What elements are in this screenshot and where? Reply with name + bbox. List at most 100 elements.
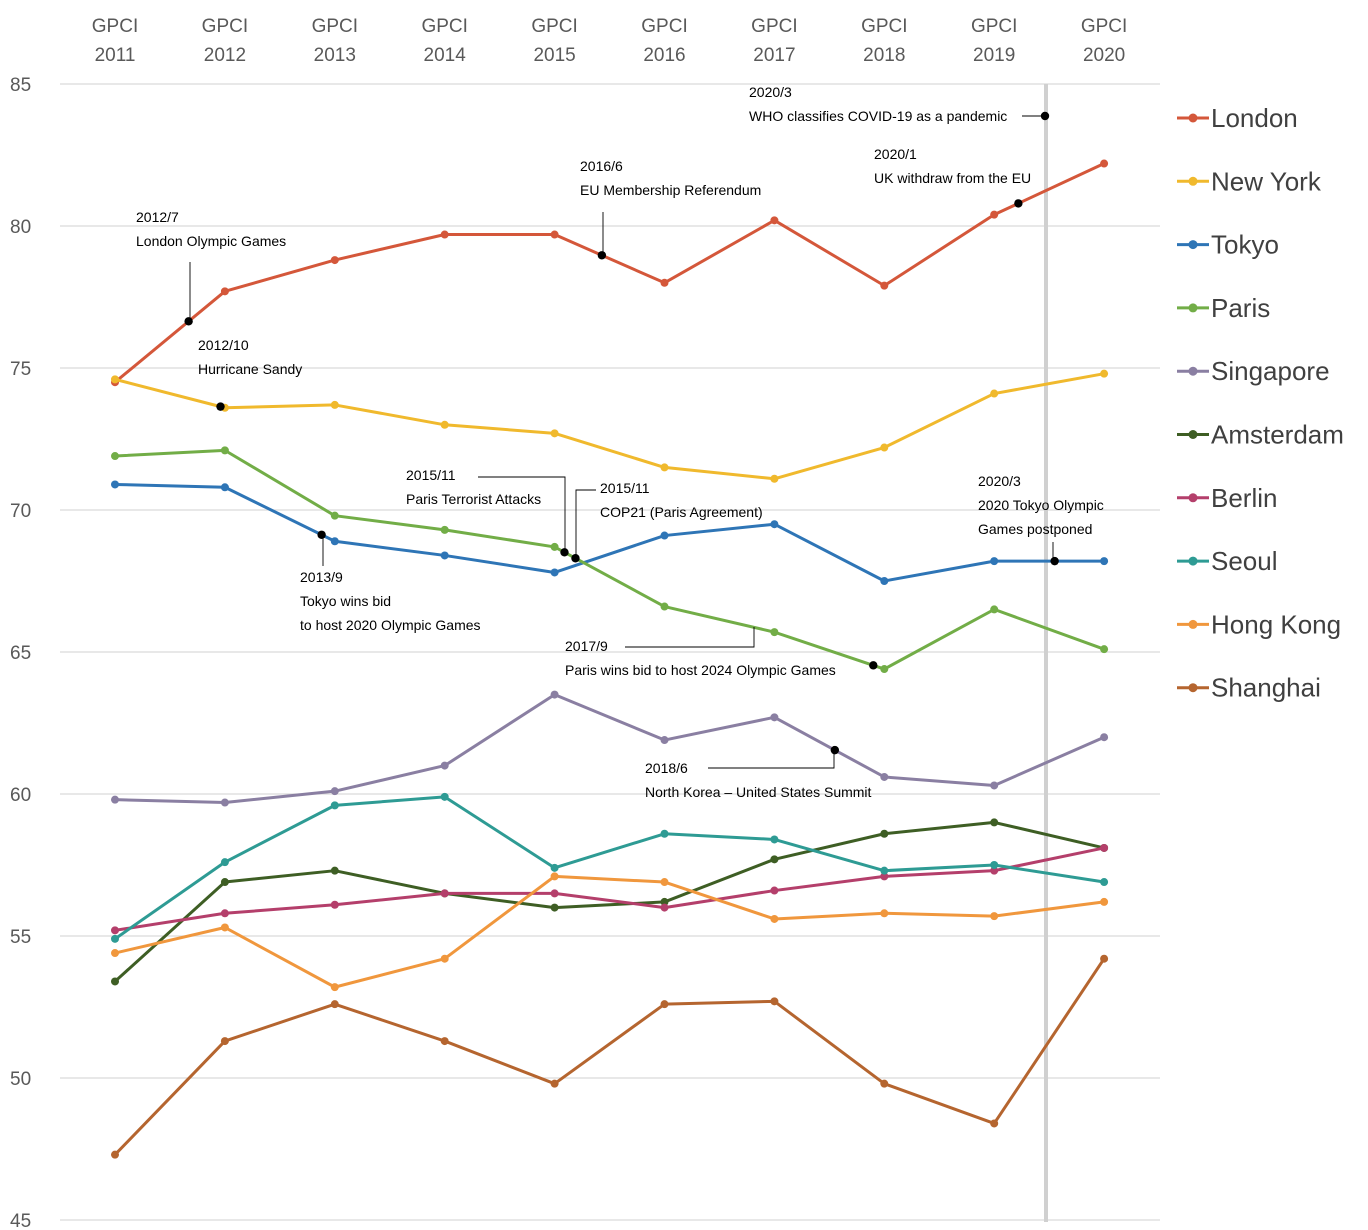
legend-swatch-marker (1188, 303, 1198, 313)
series-line (114, 693, 1105, 805)
data-point (880, 829, 889, 838)
data-point (111, 926, 119, 935)
annotation-date: 2020/3 (978, 473, 1021, 489)
y-tick-label: 85 (10, 75, 31, 96)
legend-swatch-marker (1188, 493, 1198, 503)
legend-label: Amsterdam (1211, 420, 1344, 450)
data-point (1100, 645, 1109, 654)
x-tick-label: GPCI (531, 16, 577, 37)
series-line (114, 874, 1105, 989)
data-point (550, 429, 559, 438)
data-point (990, 912, 999, 921)
annotation-text: North Korea – United States Summit (645, 784, 872, 800)
data-point (330, 866, 339, 875)
legend-item: Paris (1177, 293, 1270, 323)
series-line (114, 846, 1105, 932)
data-point (990, 389, 999, 398)
annotation-2012-7: 2012/7 London Olympic Games (136, 209, 286, 326)
legend-item: London (1177, 103, 1298, 133)
legend-item: New York (1177, 166, 1322, 196)
annotation-text: Hurricane Sandy (198, 361, 302, 377)
data-point (990, 866, 999, 875)
legend-label: Berlin (1211, 483, 1277, 513)
data-point (880, 872, 889, 881)
data-point (770, 216, 779, 225)
x-tick-label: GPCI (421, 16, 467, 37)
annotation-2018-6: 2018/6 North Korea – United States Summit (645, 745, 872, 800)
legend-item: Tokyo (1177, 230, 1279, 260)
legend-swatch-marker (1188, 176, 1198, 186)
annotation-text: UK withdraw from the EU (874, 170, 1031, 186)
data-point (111, 1150, 119, 1159)
data-point (440, 889, 449, 898)
annotation-dot (1014, 199, 1023, 208)
event-annotations: 2012/7 London Olympic Games 2012/10 Hurrica… (136, 84, 1104, 800)
legend-swatch-marker (1188, 240, 1198, 250)
data-point (330, 801, 339, 810)
data-point (1100, 843, 1109, 852)
data-point (550, 1079, 559, 1088)
gridlines (60, 83, 1160, 1221)
data-point (220, 446, 229, 455)
annotation-2013-9: 2013/9 Tokyo wins bid to host 2020 Olympic… (300, 530, 481, 633)
series-line (114, 482, 1105, 583)
legend-label: New York (1211, 166, 1322, 196)
legend-item: Hong Kong (1177, 609, 1341, 639)
data-point (1100, 557, 1109, 566)
y-tick-label: 50 (10, 1069, 31, 1090)
data-point (880, 1079, 889, 1088)
data-point (990, 818, 999, 827)
x-tick-label: GPCI (202, 16, 248, 37)
series-berlin (111, 843, 1109, 935)
annotation-date: 2018/6 (645, 760, 688, 776)
series-lines (111, 159, 1109, 1159)
data-point (770, 520, 779, 529)
y-tick-label: 60 (10, 785, 31, 806)
annotation-dot (560, 548, 569, 557)
series-line (113, 820, 1105, 983)
annotation-2020-3: 2020/3 2020 Tokyo Olympic Games postponed (978, 473, 1104, 566)
data-point (880, 577, 889, 585)
data-point (111, 977, 119, 986)
data-point (111, 949, 119, 958)
series-paris (111, 446, 1109, 674)
annotation-text-line2: Games postponed (978, 521, 1092, 537)
data-point (880, 443, 889, 452)
series-shanghai (111, 954, 1109, 1159)
annotation-text-line2: to host 2020 Olympic Games (300, 617, 481, 633)
x-tick-label: 2018 (863, 45, 905, 66)
y-axis-labels: 45 50 55 60 65 70 75 80 85 (10, 75, 31, 1230)
data-point (770, 855, 779, 864)
annotation-leader (575, 489, 596, 557)
data-point (220, 483, 229, 492)
data-point (550, 542, 559, 551)
series-line (114, 448, 1105, 671)
annotation-2016-6: 2016/6 EU Membership Referendum (580, 158, 761, 260)
data-point (990, 557, 999, 566)
data-point (660, 736, 669, 745)
legend-swatch-marker (1188, 113, 1198, 123)
data-point (770, 835, 779, 844)
data-point (1100, 897, 1109, 906)
data-point (880, 281, 889, 290)
annotation-date: 2017/9 (565, 638, 608, 654)
legend-swatch-marker (1188, 683, 1198, 693)
data-point (220, 923, 229, 932)
x-tick-label: GPCI (312, 16, 358, 37)
annotation-2020-1: 2020/1 UK withdraw from the EU (874, 146, 1031, 208)
data-point (660, 602, 669, 611)
data-point (111, 795, 119, 804)
x-tick-label: 2016 (643, 45, 685, 66)
data-point (550, 872, 559, 881)
legend-label: Tokyo (1211, 230, 1279, 260)
x-tick-label: 2011 (95, 45, 136, 66)
x-tick-label: 2020 (1083, 45, 1125, 66)
data-point (990, 1119, 999, 1128)
annotation-text: 2020 Tokyo Olympic (978, 497, 1104, 513)
annotation-dot (597, 251, 607, 260)
data-point (220, 798, 229, 807)
data-point (990, 605, 999, 614)
data-point (1100, 878, 1109, 887)
annotation-date: 2015/11 (406, 467, 456, 483)
